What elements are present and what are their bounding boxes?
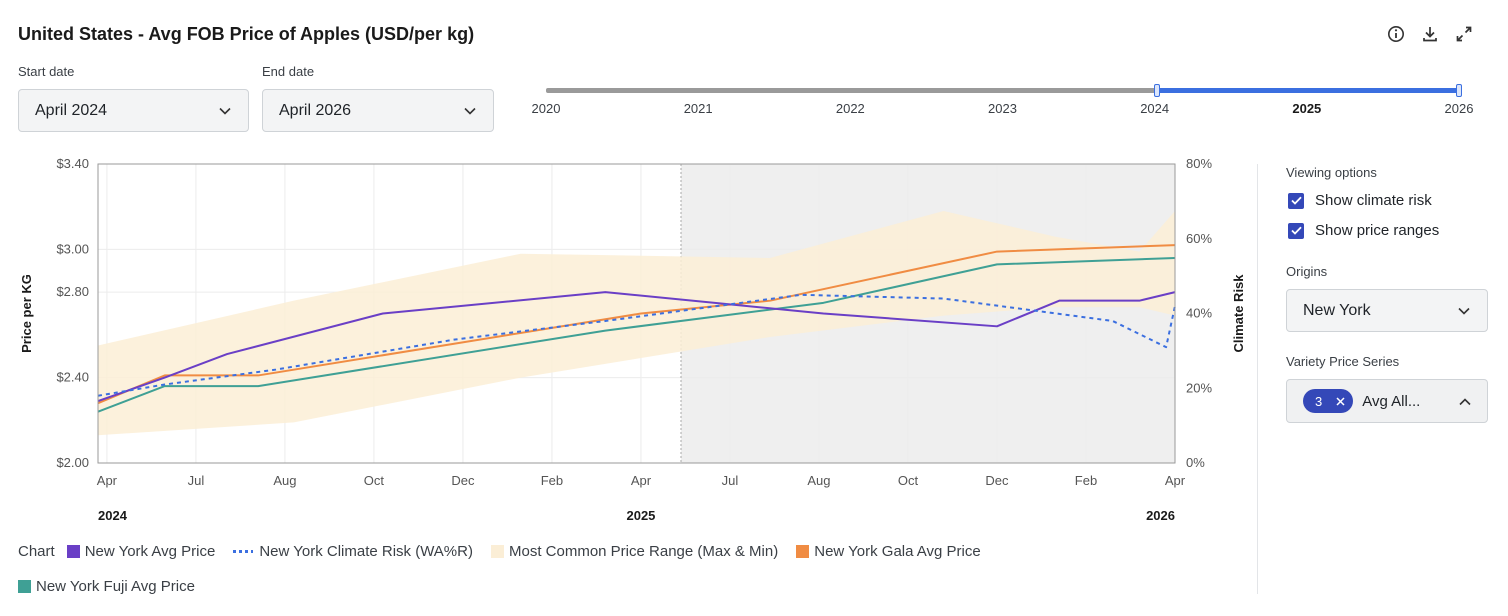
y2-tick-label: 80%	[1186, 156, 1212, 171]
x-tick-label: Feb	[1075, 473, 1097, 488]
chart-legend: Chart New York Avg Price New York Climat…	[18, 541, 1238, 611]
start-date-label: Start date	[18, 64, 75, 79]
variety-price-series-label: Variety Price Series	[1286, 354, 1400, 369]
y-tick-label: $3.40	[56, 156, 89, 171]
range-start-handle[interactable]	[1154, 84, 1160, 97]
y2-tick-label: 20%	[1186, 380, 1212, 395]
legend-label: Most Common Price Range (Max & Min)	[508, 542, 779, 560]
end-date-value: April 2026	[279, 101, 352, 119]
x-year-label: 2024	[98, 508, 128, 523]
legend-label: New York Fuji Avg Price	[36, 577, 195, 595]
chevron-down-icon	[463, 104, 477, 118]
x-year-label: 2026	[1146, 508, 1175, 523]
legend-swatch	[66, 544, 80, 558]
viewing-options-label: Viewing options	[1286, 165, 1377, 180]
legend-item-climate-risk[interactable]: New York Climate Risk (WA%R)	[233, 543, 473, 560]
show-climate-risk-checkbox[interactable]: Show climate risk	[1288, 192, 1432, 209]
y2-tick-label: 60%	[1186, 231, 1212, 246]
series-line-avg	[97, 291, 1176, 403]
variety-value: Avg All...	[1362, 392, 1421, 410]
year-range-slider[interactable]: 2020 2021 2022 2023 2024 2025 2026	[532, 80, 1473, 120]
range-year-label: 2020	[531, 101, 561, 116]
range-year-label: 2024	[1140, 101, 1170, 116]
end-date-select[interactable]: April 2026	[262, 89, 494, 132]
origin-value: New York	[1303, 301, 1371, 319]
x-tick-label: Aug	[273, 473, 296, 488]
y-tick-label: $2.40	[56, 370, 89, 385]
info-icon[interactable]	[1386, 24, 1406, 44]
series-line-fuji	[97, 256, 1176, 413]
series-line-gala	[97, 244, 1176, 405]
range-selected-track	[1157, 88, 1459, 93]
price-chart: $2.00 $2.40 $2.80 $3.00 $3.40 0% 20% 40% 60% 80% A…	[19, 156, 1246, 523]
x-tick-label: Oct	[898, 473, 919, 488]
x-tick-label: Apr	[97, 473, 118, 488]
range-year-label: 2022	[835, 101, 865, 116]
expand-icon[interactable]	[1454, 24, 1474, 44]
side-panel-divider	[1257, 164, 1258, 594]
chart-title: United States - Avg FOB Price of Apples …	[18, 24, 475, 44]
x-tick-label: Oct	[364, 473, 385, 488]
x-tick-label: Dec	[451, 473, 475, 488]
origin-select[interactable]: New York	[1286, 289, 1488, 332]
x-tick-label: Aug	[807, 473, 830, 488]
chevron-up-icon	[1459, 393, 1471, 410]
start-date-select[interactable]: April 2024	[18, 89, 249, 132]
y-tick-label: $3.00	[56, 241, 89, 256]
legend-item-price-range[interactable]: Most Common Price Range (Max & Min)	[490, 542, 779, 560]
legend-label: New York Avg Price	[84, 542, 216, 560]
x-tick-label: Jul	[188, 473, 205, 488]
chevron-down-icon	[218, 104, 232, 118]
legend-swatch	[796, 544, 810, 558]
x-tick-label: Dec	[985, 473, 1009, 488]
y2-tick-label: 40%	[1186, 306, 1212, 321]
range-year-label: 2021	[683, 101, 713, 116]
checkbox-checked-icon	[1288, 222, 1304, 239]
end-date-label: End date	[262, 64, 315, 79]
chip-count: 3	[1315, 393, 1323, 409]
checkbox-checked-icon	[1288, 192, 1304, 209]
series-line-climate	[97, 293, 1176, 397]
legend-item-gala[interactable]: New York Gala Avg Price	[796, 542, 981, 560]
y-tick-label: $2.00	[56, 455, 89, 470]
x-tick-label: Apr	[631, 473, 652, 488]
range-track[interactable]	[546, 88, 1459, 93]
legend-swatch	[18, 579, 31, 593]
x-year-label: 2025	[626, 508, 655, 523]
close-icon[interactable]	[1336, 396, 1345, 406]
legend-item-fuji[interactable]: New York Fuji Avg Price	[18, 578, 195, 595]
range-year-label: 2026	[1444, 101, 1474, 116]
variety-multiselect[interactable]: 3 Avg All...	[1286, 379, 1488, 423]
y-axis-title: Price per KG	[19, 274, 34, 353]
y2-tick-label: 0%	[1186, 455, 1205, 470]
legend-chart-label: Chart	[18, 542, 55, 560]
show-price-ranges-checkbox[interactable]: Show price ranges	[1288, 222, 1439, 239]
price-range-area	[98, 210, 1175, 436]
start-date-value: April 2024	[35, 101, 108, 119]
download-icon[interactable]	[1420, 24, 1440, 44]
plot-border	[97, 163, 1176, 464]
legend-dash	[233, 549, 254, 553]
checkbox-label: Show climate risk	[1315, 192, 1432, 209]
y-tick-label: $2.80	[56, 284, 89, 299]
origins-label: Origins	[1286, 264, 1328, 279]
checkbox-label: Show price ranges	[1315, 222, 1440, 239]
legend-swatch	[490, 544, 504, 558]
x-tick-label: Jul	[722, 473, 739, 488]
legend-label: New York Gala Avg Price	[814, 542, 981, 560]
range-end-handle[interactable]	[1456, 84, 1462, 97]
range-year-label: 2023	[988, 101, 1017, 116]
legend-item-avg-price[interactable]: New York Avg Price	[66, 542, 216, 560]
legend-label: New York Climate Risk (WA%R)	[259, 542, 473, 560]
x-tick-label: Apr	[1165, 473, 1186, 488]
y2-axis-title: Climate Risk	[1231, 274, 1246, 353]
selected-count-chip[interactable]: 3	[1303, 389, 1354, 413]
chevron-down-icon	[1457, 304, 1471, 318]
x-tick-label: Feb	[541, 473, 563, 488]
range-year-label: 2025	[1292, 101, 1322, 116]
